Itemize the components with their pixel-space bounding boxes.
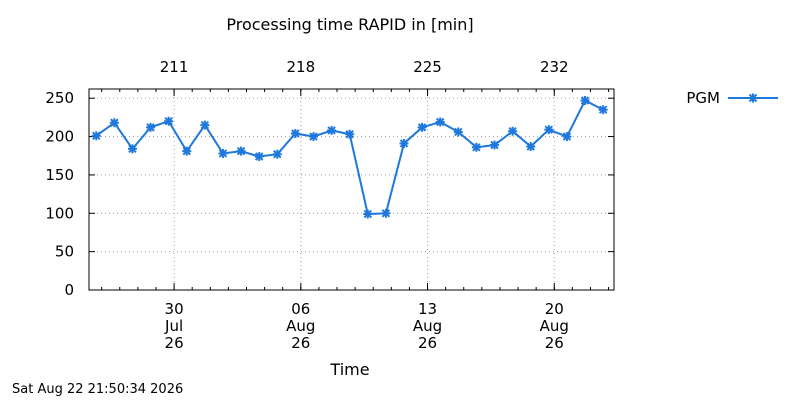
data-point [381, 208, 391, 218]
data-point [453, 127, 463, 137]
x-axis-label: Time [329, 360, 369, 379]
data-point [471, 142, 481, 152]
data-point [417, 122, 427, 132]
series-line [95, 99, 604, 216]
data-point [91, 131, 101, 141]
x-tick-label: 26 [291, 334, 310, 352]
x-tick-label: 20 [545, 300, 564, 318]
x-tick-label: 26 [418, 334, 437, 352]
data-point [435, 117, 445, 127]
data-point [146, 122, 156, 132]
plot-border [88, 88, 615, 291]
x2-tick-label: 218 [286, 58, 315, 76]
grid-lines [89, 89, 614, 290]
data-point [272, 149, 282, 159]
y-tick-label: 150 [45, 166, 74, 184]
x-tick-label: 30 [165, 300, 184, 318]
chart-title: Processing time RAPID in [min] [226, 15, 473, 34]
x-tick-label: 06 [291, 300, 310, 318]
data-point [236, 146, 246, 156]
data-point [526, 142, 536, 152]
x-tick-label: Aug [413, 317, 442, 335]
x-tick-label: 26 [545, 334, 564, 352]
x-tick-label: Jul [164, 317, 183, 335]
legend-label: PGM [686, 89, 720, 107]
y-tick-label: 250 [45, 89, 74, 107]
legend-marker [748, 93, 758, 103]
x2-tick-label: 225 [413, 58, 442, 76]
x2-tick-label: 211 [160, 58, 189, 76]
data-point [109, 118, 119, 128]
data-point [308, 132, 318, 142]
data-point [327, 125, 337, 135]
legend: PGM [686, 89, 778, 107]
data-point [544, 125, 554, 135]
data-point [598, 105, 608, 115]
data-point [254, 152, 264, 162]
data-point [363, 209, 373, 219]
generated-timestamp: Sat Aug 22 21:50:34 2026 [12, 382, 184, 397]
x-tick-label: 13 [418, 300, 437, 318]
data-point [508, 126, 518, 136]
data-point [127, 144, 137, 154]
data-point [164, 116, 174, 126]
y-tick-label: 100 [45, 204, 74, 222]
x-tick-label: Aug [540, 317, 569, 335]
x2-tick-label: 232 [540, 58, 569, 76]
data-point [562, 132, 572, 142]
data-point [580, 96, 590, 106]
data-point [399, 138, 409, 148]
axes: 05010015020025030Jul2606Aug2613Aug2620Au… [45, 58, 615, 352]
data-point [218, 148, 228, 158]
data-point [182, 146, 192, 156]
data-point [345, 129, 355, 139]
data-point [490, 140, 500, 150]
y-tick-label: 200 [45, 128, 74, 146]
x-tick-label: 26 [165, 334, 184, 352]
data-point [200, 120, 210, 130]
y-tick-label: 50 [55, 243, 74, 261]
data-point [290, 128, 300, 138]
x-tick-label: Aug [286, 317, 315, 335]
series-pgm [91, 96, 608, 219]
y-tick-label: 0 [64, 281, 74, 299]
